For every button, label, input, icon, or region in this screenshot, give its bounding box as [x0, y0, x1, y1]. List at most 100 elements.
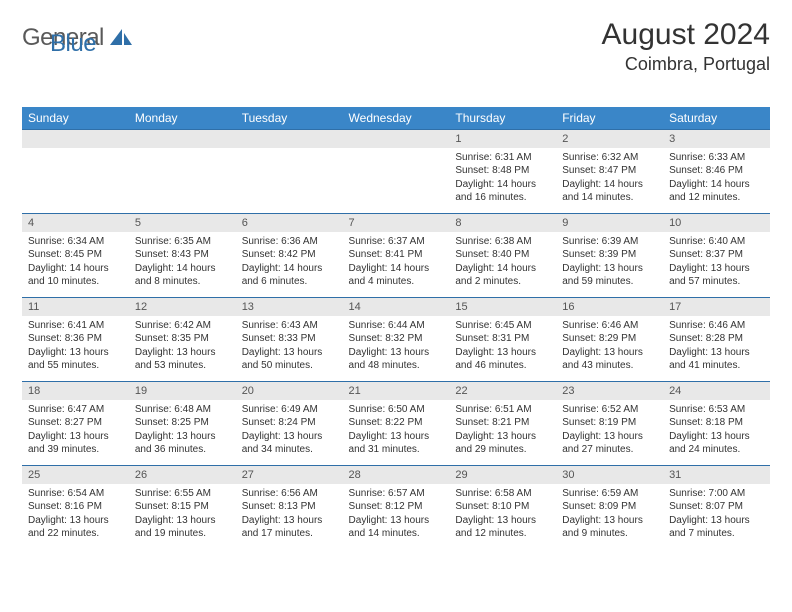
- sunset-text: Sunset: 8:19 PM: [562, 416, 657, 430]
- daylight-text: and 55 minutes.: [28, 359, 123, 373]
- day-content: Sunrise: 6:58 AMSunset: 8:10 PMDaylight:…: [449, 484, 556, 550]
- date-cell: 8: [449, 214, 556, 232]
- day-content: [129, 148, 236, 214]
- daylight-text: Daylight: 13 hours: [669, 430, 764, 444]
- date-cell: 2: [556, 130, 663, 148]
- content-row: Sunrise: 6:31 AMSunset: 8:48 PMDaylight:…: [22, 148, 770, 214]
- day-content: Sunrise: 6:49 AMSunset: 8:24 PMDaylight:…: [236, 400, 343, 466]
- day-content: Sunrise: 6:56 AMSunset: 8:13 PMDaylight:…: [236, 484, 343, 550]
- daylight-text: and 29 minutes.: [455, 443, 550, 457]
- daylight-text: and 34 minutes.: [242, 443, 337, 457]
- daylight-text: and 17 minutes.: [242, 527, 337, 541]
- day-content: Sunrise: 6:40 AMSunset: 8:37 PMDaylight:…: [663, 232, 770, 298]
- sunset-text: Sunset: 8:25 PM: [135, 416, 230, 430]
- weekday-header: Sunday: [22, 107, 129, 130]
- date-cell: 29: [449, 466, 556, 484]
- date-row: 25262728293031: [22, 466, 770, 484]
- sunset-text: Sunset: 8:16 PM: [28, 500, 123, 514]
- sunrise-text: Sunrise: 6:51 AM: [455, 403, 550, 417]
- sunrise-text: Sunrise: 6:58 AM: [455, 487, 550, 501]
- sunrise-text: Sunrise: 6:45 AM: [455, 319, 550, 333]
- sail-icon: [108, 27, 134, 52]
- day-content: Sunrise: 6:44 AMSunset: 8:32 PMDaylight:…: [343, 316, 450, 382]
- day-content: Sunrise: 6:37 AMSunset: 8:41 PMDaylight:…: [343, 232, 450, 298]
- content-row: Sunrise: 6:54 AMSunset: 8:16 PM Daylight:…: [22, 484, 770, 550]
- sunrise-text: Sunrise: 6:48 AM: [135, 403, 230, 417]
- content-row: Sunrise: 6:47 AMSunset: 8:27 PMDaylight:…: [22, 400, 770, 466]
- sunrise-text: Sunrise: 6:34 AM: [28, 235, 123, 249]
- date-cell: 14: [343, 298, 450, 316]
- day-content: Sunrise: 6:45 AMSunset: 8:31 PMDaylight:…: [449, 316, 556, 382]
- date-cell: 28: [343, 466, 450, 484]
- date-cell: 25: [22, 466, 129, 484]
- day-content: Sunrise: 6:57 AMSunset: 8:12 PMDaylight:…: [343, 484, 450, 550]
- date-cell: 1: [449, 130, 556, 148]
- sunset-text: Sunset: 8:41 PM: [349, 248, 444, 262]
- date-cell: 16: [556, 298, 663, 316]
- date-cell: 7: [343, 214, 450, 232]
- daylight-text: and 2 minutes.: [455, 275, 550, 289]
- daylight-text: Daylight: 14 hours: [135, 262, 230, 276]
- date-cell: 5: [129, 214, 236, 232]
- sunrise-text: Sunrise: 6:50 AM: [349, 403, 444, 417]
- day-content: Sunrise: 6:59 AMSunset: 8:09 PMDaylight:…: [556, 484, 663, 550]
- daylight-text: and 12 minutes.: [669, 191, 764, 205]
- sunrise-text: Sunrise: 6:41 AM: [28, 319, 123, 333]
- sunrise-text: Sunrise: 6:47 AM: [28, 403, 123, 417]
- daylight-text: and 46 minutes.: [455, 359, 550, 373]
- daylight-text: and 24 minutes.: [669, 443, 764, 457]
- date-cell: 26: [129, 466, 236, 484]
- sunrise-text: Sunrise: 6:53 AM: [669, 403, 764, 417]
- sunrise-text: Sunrise: 7:00 AM: [669, 487, 764, 501]
- day-content: Sunrise: 6:51 AMSunset: 8:21 PMDaylight:…: [449, 400, 556, 466]
- daylight-text: Daylight: 13 hours: [455, 430, 550, 444]
- daylight-text: and 9 minutes.: [562, 527, 657, 541]
- sunrise-text: Sunrise: 6:39 AM: [562, 235, 657, 249]
- daylight-text: and 48 minutes.: [349, 359, 444, 373]
- daylight-text: and 41 minutes.: [669, 359, 764, 373]
- weekday-header: Friday: [556, 107, 663, 130]
- daylight-text: Daylight: 14 hours: [669, 178, 764, 192]
- date-cell: 19: [129, 382, 236, 400]
- daylight-text: and 10 minutes.: [28, 275, 123, 289]
- sunset-text: Sunset: 8:10 PM: [455, 500, 550, 514]
- sunrise-text: Sunrise: 6:46 AM: [562, 319, 657, 333]
- day-content: Sunrise: 6:53 AMSunset: 8:18 PMDaylight:…: [663, 400, 770, 466]
- sunrise-text: Sunrise: 6:43 AM: [242, 319, 337, 333]
- date-cell: [343, 130, 450, 148]
- sunset-text: Sunset: 8:07 PM: [669, 500, 764, 514]
- day-content: [22, 148, 129, 214]
- daylight-text: and 14 minutes.: [349, 527, 444, 541]
- sunset-text: Sunset: 8:40 PM: [455, 248, 550, 262]
- sunset-text: Sunset: 8:09 PM: [562, 500, 657, 514]
- date-cell: 20: [236, 382, 343, 400]
- sunrise-text: Sunrise: 6:31 AM: [455, 151, 550, 165]
- daylight-text: Daylight: 13 hours: [455, 514, 550, 528]
- date-row: 11121314151617: [22, 298, 770, 316]
- date-cell: 30: [556, 466, 663, 484]
- sunrise-text: Sunrise: 6:54 AM: [28, 487, 123, 501]
- day-content: Sunrise: 6:35 AMSunset: 8:43 PMDaylight:…: [129, 232, 236, 298]
- date-cell: 17: [663, 298, 770, 316]
- weekday-header: Monday: [129, 107, 236, 130]
- sunset-text: Sunset: 8:12 PM: [349, 500, 444, 514]
- weekday-header: Tuesday: [236, 107, 343, 130]
- day-content: Sunrise: 6:41 AMSunset: 8:36 PMDaylight:…: [22, 316, 129, 382]
- day-content: Sunrise: 6:46 AMSunset: 8:28 PMDaylight:…: [663, 316, 770, 382]
- weekday-header: Saturday: [663, 107, 770, 130]
- daylight-text: and 6 minutes.: [242, 275, 337, 289]
- sunrise-text: Sunrise: 6:52 AM: [562, 403, 657, 417]
- day-content: Sunrise: 6:54 AMSunset: 8:16 PMDaylight:…: [22, 484, 129, 550]
- sunrise-text: Sunrise: 6:49 AM: [242, 403, 337, 417]
- date-cell: 22: [449, 382, 556, 400]
- sunrise-text: Sunrise: 6:46 AM: [669, 319, 764, 333]
- sunset-text: Sunset: 8:24 PM: [242, 416, 337, 430]
- title-block: August 2024 Coimbra, Portugal: [602, 18, 770, 75]
- weekday-header: Wednesday: [343, 107, 450, 130]
- weekday-header-row: Sunday Monday Tuesday Wednesday Thursday…: [22, 107, 770, 130]
- day-content: Sunrise: 6:55 AMSunset: 8:15 PMDaylight:…: [129, 484, 236, 550]
- day-content: [236, 148, 343, 214]
- date-row: 123: [22, 130, 770, 148]
- date-cell: 21: [343, 382, 450, 400]
- daylight-text: and 53 minutes.: [135, 359, 230, 373]
